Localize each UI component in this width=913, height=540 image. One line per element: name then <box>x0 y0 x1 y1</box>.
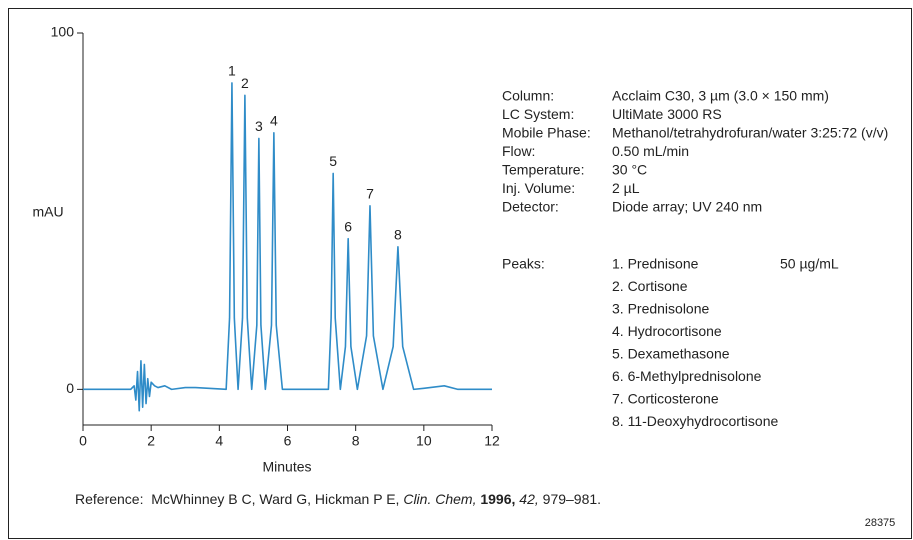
method-value: Diode array; UV 240 nm <box>612 199 762 215</box>
peak-label: 2 <box>241 75 249 91</box>
peak-name: 6. 6-Methylprednisolone <box>612 368 762 384</box>
method-label: Mobile Phase: <box>502 125 591 141</box>
peak-name: 3. Prednisolone <box>612 301 710 317</box>
reference: Reference: McWhinney B C, Ward G, Hickma… <box>75 491 601 507</box>
x-axis-label: Minutes <box>262 459 311 475</box>
method-value: 30 °C <box>612 162 647 178</box>
method-label: Column: <box>502 88 554 104</box>
trace <box>83 82 492 412</box>
peak-name: 8. 11-Deoxyhydrocortisone <box>612 413 778 429</box>
peak-name: 5. Dexamethasone <box>612 346 730 362</box>
method-label: Detector: <box>502 199 559 215</box>
x-tick-label: 2 <box>147 433 155 449</box>
method-value: 2 µL <box>612 180 640 196</box>
peak-label: 1 <box>228 63 236 79</box>
figure-id: 28375 <box>865 517 896 529</box>
peak-label: 3 <box>255 118 263 134</box>
peak-name: 2. Cortisone <box>612 278 688 294</box>
x-tick-label: 6 <box>284 433 292 449</box>
method-label: Flow: <box>502 143 535 159</box>
method-label: LC System: <box>502 106 574 122</box>
x-tick-label: 12 <box>484 433 500 449</box>
reference-part: 1996, <box>480 491 515 507</box>
method-value: UltiMate 3000 RS <box>612 106 722 122</box>
method-value: 0.50 mL/min <box>612 143 689 159</box>
peak-label: 8 <box>394 227 402 243</box>
peak-label: 4 <box>270 112 278 128</box>
reference-part: 42, <box>519 491 538 507</box>
peak-label: 6 <box>344 218 352 234</box>
y-axis-label: mAU <box>32 204 63 220</box>
method-value: Acclaim C30, 3 µm (3.0 × 150 mm) <box>612 88 829 104</box>
x-tick-label: 8 <box>352 433 360 449</box>
frame <box>8 8 912 539</box>
peak-label: 5 <box>329 153 337 169</box>
peak-name: 1. Prednisone <box>612 256 699 272</box>
method-value: Methanol/tetrahydrofuran/water 3:25:72 (… <box>612 125 888 141</box>
y-tick-label: 0 <box>66 380 74 396</box>
peak-label: 7 <box>366 186 374 202</box>
x-tick-label: 0 <box>79 433 87 449</box>
x-tick-label: 4 <box>215 433 223 449</box>
peaks-label: Peaks: <box>502 256 545 272</box>
method-label: Temperature: <box>502 162 584 178</box>
y-tick-label: 100 <box>51 24 75 40</box>
concentration: 50 µg/mL <box>780 256 839 272</box>
reference-part: Reference: McWhinney B C, Ward G, Hickma… <box>75 491 403 507</box>
reference-part: 979–981. <box>539 491 601 507</box>
reference-part: Clin. Chem, <box>403 491 476 507</box>
method-label: Inj. Volume: <box>502 180 575 196</box>
x-tick-label: 10 <box>416 433 432 449</box>
peak-name: 4. Hydrocortisone <box>612 323 722 339</box>
peak-name: 7. Corticosterone <box>612 391 719 407</box>
